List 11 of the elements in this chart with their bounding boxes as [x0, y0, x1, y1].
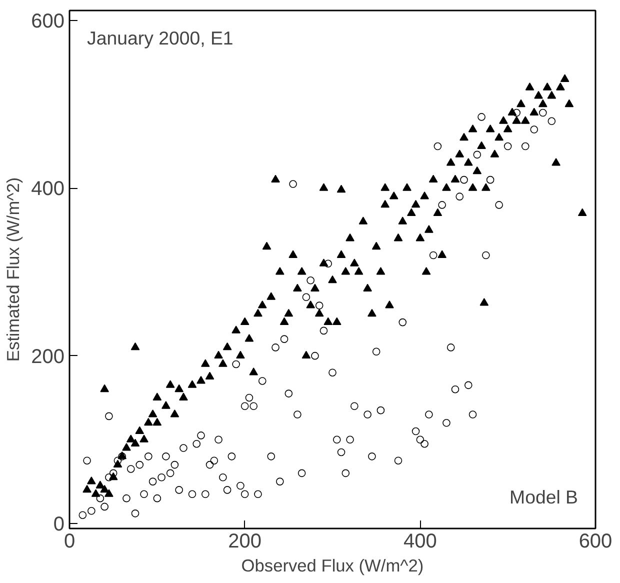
- y-axis-title: Estimated Flux (W/m^2): [3, 177, 24, 362]
- x-axis-title: Observed Flux (W/m^2): [241, 556, 424, 576]
- x-tick-label: 400: [403, 530, 437, 552]
- y-tick-label: 0: [53, 513, 64, 536]
- y-tick-label: 200: [31, 346, 65, 368]
- x-tick-label: 600: [578, 530, 612, 552]
- y-tick-label: 400: [31, 178, 65, 200]
- y-tick-label: 600: [31, 10, 65, 33]
- x-tick-label: 200: [228, 530, 262, 552]
- annotation: January 2000, E1: [87, 27, 234, 48]
- annotation: Model B: [510, 486, 578, 508]
